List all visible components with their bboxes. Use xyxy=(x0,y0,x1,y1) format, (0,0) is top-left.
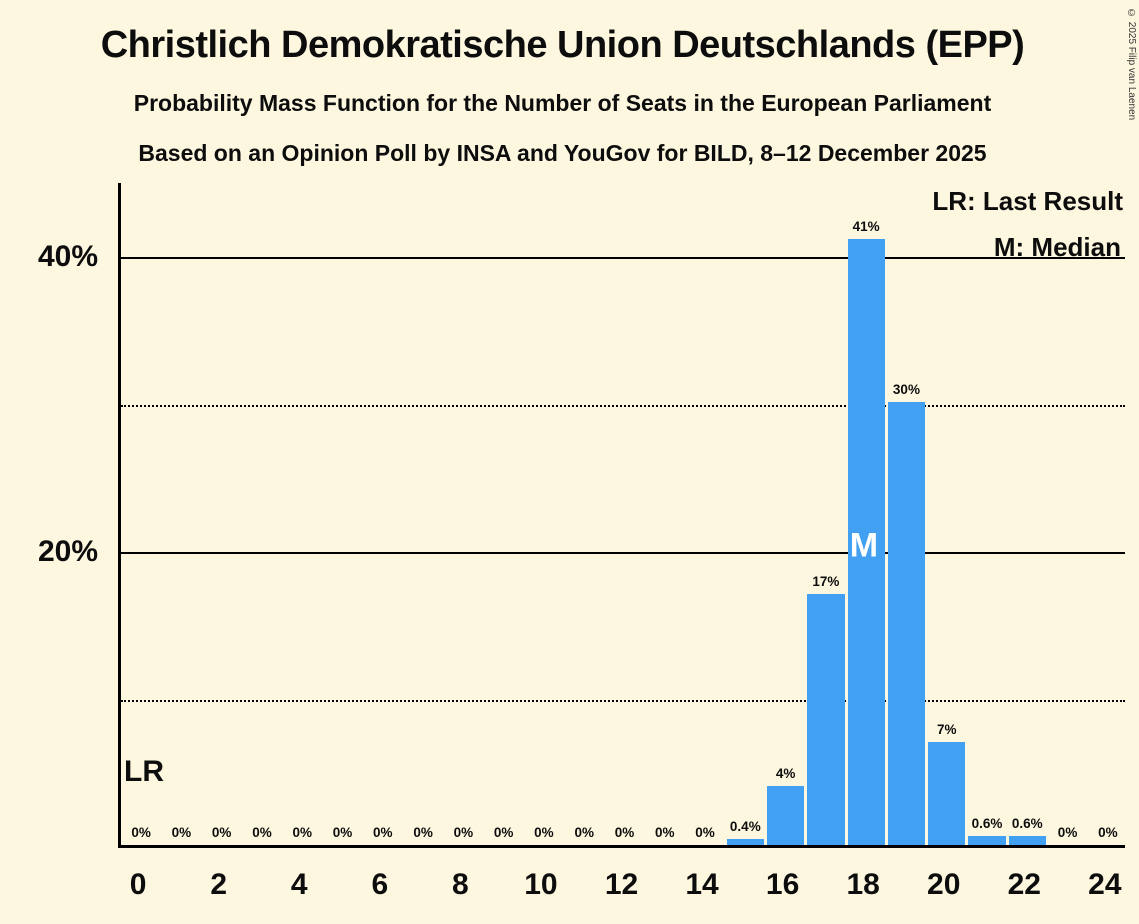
plot-area: LR M 0% 0% 0% 0% 0% 0% 0% 0% 0% 0% 0% 0% 0% 0% 0% 0.4% 4… xyxy=(118,183,1125,848)
x-axis-label-6: 6 xyxy=(371,868,389,901)
bar-slot-6: 0% xyxy=(363,183,403,845)
bar-value-label-0: 0% xyxy=(131,825,151,840)
bar-slot-14: 0% xyxy=(685,183,725,845)
bar-slot-8: 0% xyxy=(443,183,483,845)
x-axis-label-12: 12 xyxy=(604,868,639,901)
bar-slot-15: 0.4% xyxy=(725,183,765,845)
bar-seat-21 xyxy=(968,836,1006,845)
bar-seat-19 xyxy=(887,401,926,845)
bar-seat-16 xyxy=(766,785,805,845)
last-result-label: LR xyxy=(124,755,164,788)
bar-seat-15 xyxy=(726,839,764,845)
bar-value-label-18: 41% xyxy=(852,219,880,235)
bar-slot-16: 4% xyxy=(765,183,805,845)
median-marker: M xyxy=(849,526,879,565)
bar-slot-19: 30% xyxy=(886,183,926,845)
y-axis-label-20: 20% xyxy=(37,535,98,569)
bar-value-label-11: 0% xyxy=(574,825,594,840)
bar-slot-3: 0% xyxy=(242,183,282,845)
bar-value-label-4: 0% xyxy=(292,825,312,840)
copyright-note: © 2025 Filip van Laenen xyxy=(1126,8,1137,121)
chart-subtitle-line2: Based on an Opinion Poll by INSA and You… xyxy=(138,140,987,166)
bar-value-label-3: 0% xyxy=(252,825,272,840)
bar-slot-2: 0% xyxy=(202,183,242,845)
bar-value-label-13: 0% xyxy=(654,825,675,840)
bar-slot-4: 0% xyxy=(282,183,322,845)
bar-slot-13: 0% xyxy=(645,183,685,845)
bar-slot-11: 0% xyxy=(564,183,604,845)
bar-value-label-21: 0.6% xyxy=(971,816,1003,832)
bar-value-label-5: 0% xyxy=(332,825,353,840)
x-axis-label-2: 2 xyxy=(210,868,228,901)
bar-value-label-23: 0% xyxy=(1057,825,1078,840)
bar-value-label-6: 0% xyxy=(373,825,393,840)
bar-value-label-14: 0% xyxy=(695,825,715,840)
bar-slot-24: 0% xyxy=(1088,183,1128,845)
gridline-solid-40 xyxy=(121,256,1125,259)
x-axis-label-18: 18 xyxy=(846,868,880,901)
bar-value-label-7: 0% xyxy=(413,825,433,840)
bar-slot-0: 0% xyxy=(121,183,161,845)
bar-slot-7: 0% xyxy=(403,183,443,845)
bar-seat-20 xyxy=(928,741,966,845)
x-axis-label-24: 24 xyxy=(1088,868,1122,901)
bar-slot-12: 0% xyxy=(604,183,644,845)
bar-value-label-12: 0% xyxy=(614,825,635,840)
bar-seat-22 xyxy=(1008,836,1046,845)
bar-slot-9: 0% xyxy=(484,183,524,845)
x-axis-label-22: 22 xyxy=(1007,868,1041,901)
bar-slot-1: 0% xyxy=(161,183,201,845)
bar-value-label-19: 30% xyxy=(892,381,920,397)
bar-value-label-16: 4% xyxy=(775,765,796,781)
bar-value-label-20: 7% xyxy=(936,721,957,737)
chart-title: Christlich Demokratische Union Deutschla… xyxy=(100,24,1025,66)
bar-value-label-10: 0% xyxy=(534,825,554,840)
bar-value-label-9: 0% xyxy=(493,825,514,840)
x-axis-label-16: 16 xyxy=(765,868,800,901)
legend-last-result: LR: Last Result xyxy=(932,186,1123,216)
bar-value-label-15: 0.4% xyxy=(729,819,761,835)
bar-slot-5: 0% xyxy=(322,183,362,845)
bar-value-label-2: 0% xyxy=(211,825,232,840)
bar-slot-17: 17% xyxy=(806,183,846,845)
bar-slot-10: 0% xyxy=(524,183,564,845)
bar-value-label-17: 17% xyxy=(812,573,840,589)
bar-seat-18 xyxy=(847,239,885,845)
bar-value-label-1: 0% xyxy=(171,825,192,840)
bar-seat-17 xyxy=(807,593,845,845)
bar-slot-21: 0.6% xyxy=(967,183,1007,845)
bar-slot-23: 0% xyxy=(1047,183,1087,845)
x-axis-label-8: 8 xyxy=(452,868,469,901)
bar-slot-22: 0.6% xyxy=(1007,183,1047,845)
x-axis-label-20: 20 xyxy=(927,868,961,901)
y-axis-label-40: 40% xyxy=(37,239,98,273)
gridline-solid-20 xyxy=(121,552,1125,555)
x-axis-label-4: 4 xyxy=(290,868,308,901)
bar-slot-18: 41% xyxy=(846,183,886,845)
gridline-dotted-10 xyxy=(121,700,1125,703)
x-axis-label-10: 10 xyxy=(524,868,558,901)
chart-subtitle-line1: Probability Mass Function for the Number… xyxy=(133,90,992,116)
bar-value-label-8: 0% xyxy=(453,825,474,840)
bar-value-label-22: 0.6% xyxy=(1011,816,1043,832)
gridline-dotted-30 xyxy=(121,404,1125,407)
x-axis-label-14: 14 xyxy=(685,868,719,901)
bar-slot-20: 7% xyxy=(927,183,967,845)
x-axis-label-0: 0 xyxy=(129,868,147,901)
bar-value-label-24: 0% xyxy=(1098,825,1118,840)
